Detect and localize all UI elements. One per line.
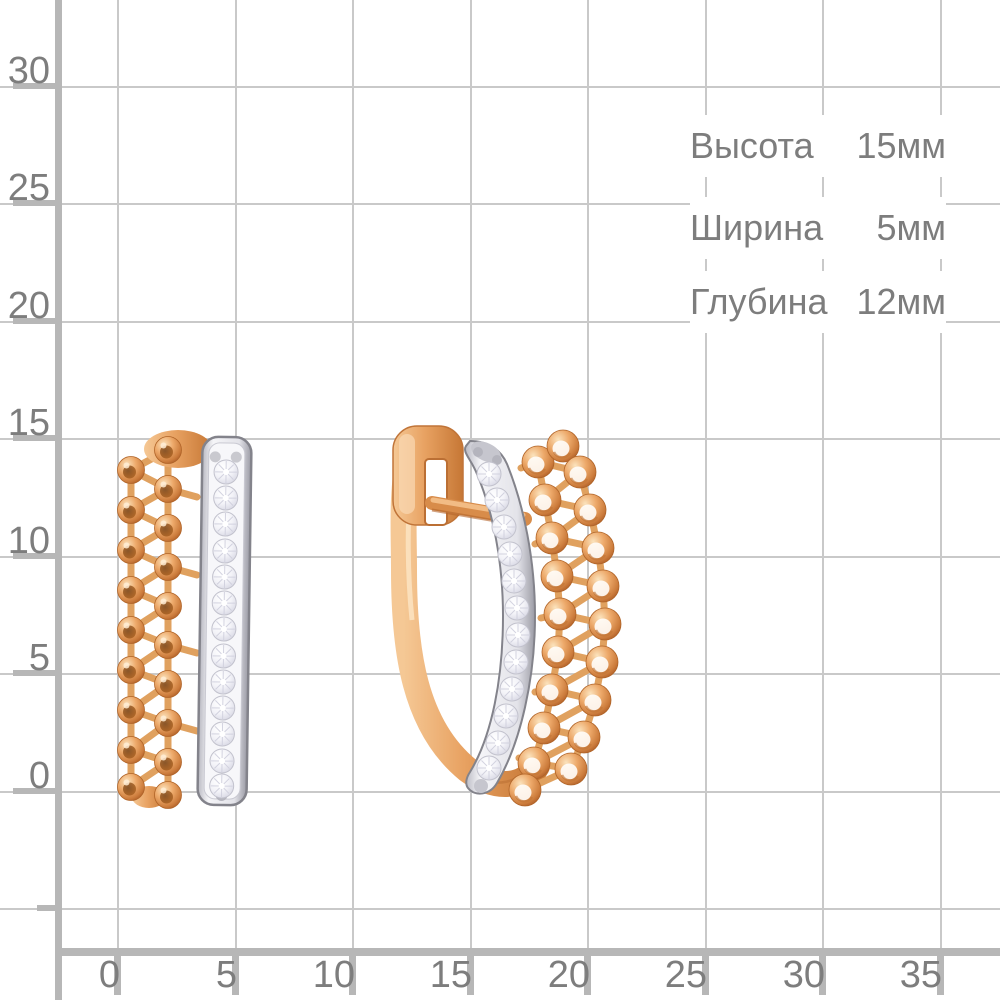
bottom-ruler-label: 30	[782, 954, 825, 996]
left-ruler-label: 0	[28, 755, 50, 797]
grid-line-vertical	[705, 0, 707, 948]
ruler-tick	[702, 948, 709, 995]
bottom-ruler-label: 0	[98, 954, 120, 996]
bottom-ruler-label: 20	[547, 954, 590, 996]
ruler-tick	[819, 948, 826, 995]
left-ruler-label: 30	[7, 50, 50, 92]
spec-row-width: Ширина 5мм	[690, 197, 946, 259]
spec-label-height: Высота	[690, 125, 814, 166]
ruler-tick	[13, 318, 62, 324]
left-ruler-label: 20	[7, 285, 50, 327]
left-ruler-label: 25	[7, 167, 50, 209]
bottom-ruler-bar	[55, 948, 1000, 956]
diamond-strip-curved	[464, 439, 537, 795]
ruler-tick	[349, 948, 356, 995]
ruler-tick	[584, 948, 591, 995]
ruler-tick	[13, 83, 62, 89]
bottom-ruler-label: 35	[899, 954, 942, 996]
left-ruler-label: 15	[7, 402, 50, 444]
ruler-tick	[467, 948, 474, 995]
ruler-tick	[114, 948, 121, 995]
ruler-tick	[13, 670, 62, 676]
grid-line-horizontal	[0, 321, 1000, 323]
bottom-ruler-label: 10	[312, 954, 355, 996]
ruler-tick	[13, 553, 62, 559]
left-earring	[117, 430, 253, 809]
grid-line-vertical	[470, 0, 472, 948]
ruler-tick	[937, 948, 944, 995]
diamond-strip	[196, 435, 253, 807]
ruler-tick	[13, 788, 62, 794]
bottom-ruler-label: 15	[429, 954, 472, 996]
spec-value-width: 5мм	[876, 207, 946, 248]
right-earring	[390, 425, 623, 808]
ruler-tick	[13, 200, 62, 206]
ruler-tick	[13, 435, 62, 441]
spec-label-depth: Глубина	[690, 281, 828, 322]
grid-line-horizontal	[0, 908, 1000, 910]
left-ruler-label: 5	[28, 637, 50, 679]
grid-line-vertical	[352, 0, 354, 948]
ruler-tick-minor	[37, 905, 62, 911]
spec-row-height: Высота 15мм	[690, 115, 946, 177]
bottom-ruler-label: 25	[664, 954, 707, 996]
left-ruler-bar	[55, 0, 62, 1000]
spec-value-height: 15мм	[856, 125, 946, 166]
spec-label-width: Ширина	[690, 207, 824, 248]
spec-value-depth: 12мм	[856, 281, 946, 322]
grid-line-horizontal	[0, 203, 1000, 205]
left-ruler-label: 10	[7, 520, 50, 562]
gold-lattice	[117, 430, 212, 809]
ruler-tick	[232, 948, 239, 995]
grid-line-vertical	[822, 0, 824, 948]
grid-line-vertical	[940, 0, 942, 948]
spec-row-depth: Глубина 12мм	[690, 271, 946, 333]
bottom-ruler-label: 5	[215, 954, 237, 996]
grid-line-horizontal	[0, 438, 1000, 440]
gold-bead-lattice	[507, 428, 623, 808]
grid-line-horizontal	[0, 86, 1000, 88]
